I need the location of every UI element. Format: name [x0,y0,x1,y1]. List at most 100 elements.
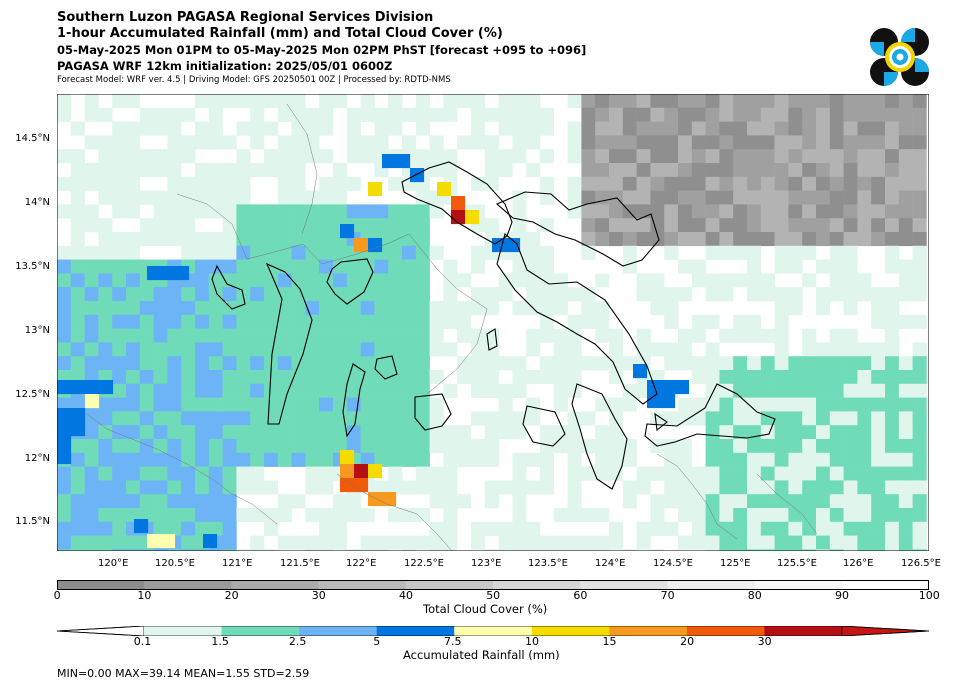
grid-cell [857,466,872,481]
grid-cell [829,328,844,343]
grid-cell [609,328,624,343]
grid-cell [678,94,693,109]
grid-cell [885,287,900,302]
grid-cell [84,480,99,495]
grid-cell [816,163,831,178]
grid-cell [70,508,85,523]
grid-cell [912,245,927,260]
grid-cell [415,218,430,233]
grid-cell [664,190,679,205]
grid-cell [636,342,651,357]
grid-cell [415,439,430,454]
grid-cell [774,411,789,426]
grid-cell [705,370,720,385]
grid-cell [222,94,237,109]
grid-cell [622,94,637,109]
grid-cell [829,480,844,495]
grid-cell [360,94,375,109]
grid-cell [98,259,113,274]
grid-cell [774,342,789,357]
grid-cell [540,176,555,191]
grid-cell [871,135,886,150]
grid-cell [333,342,348,357]
grid-cell [429,466,444,481]
grid-cell [691,190,706,205]
grid-cell [733,425,748,440]
grid-cell [871,121,886,136]
grid-cell [471,535,486,550]
grid-cell [512,383,527,398]
grid-cell [374,328,389,343]
grid-cell [222,190,237,205]
grid-cell-heavy [492,238,507,253]
grid-cell [167,232,182,247]
grid-cell [733,232,748,247]
grid-cell [650,176,665,191]
grid-cell [57,245,72,260]
grid-cell [112,356,127,371]
grid-cell [291,273,306,288]
grid-cell [291,494,306,509]
grid-cell [153,521,168,536]
grid-cell [636,466,651,481]
grid-cell [126,356,141,371]
grid-cell [250,163,265,178]
grid-cell [829,190,844,205]
grid-cell [70,232,85,247]
grid-cell [181,480,196,495]
grid-cell [705,466,720,481]
grid-cell [333,259,348,274]
lon-label-126: 126°E [843,558,874,569]
grid-cell [250,301,265,316]
grid-cell [595,452,610,467]
grid-cell [581,190,596,205]
grid-cell [236,370,251,385]
grid-cell [167,549,182,551]
grid-cell [195,121,210,136]
grid-cell [774,135,789,150]
grid-cell [636,328,651,343]
grid-cell [374,342,389,357]
grid-cell [774,190,789,205]
grid-cell [484,370,499,385]
grid-cell [747,466,762,481]
grid-cell [885,121,900,136]
grid-cell [774,425,789,440]
grid-cell [457,356,472,371]
grid-cell [415,287,430,302]
grid-cell [829,94,844,109]
grid-cell [319,425,334,440]
grid-cell [112,232,127,247]
grid-cell [98,190,113,205]
grid-cell [885,452,900,467]
grid-cell [719,190,734,205]
grid-cell [236,383,251,398]
grid-cell [319,508,334,523]
grid-cell [222,452,237,467]
grid-cell [374,425,389,440]
grid-cell [622,163,637,178]
grid-cell [167,521,182,536]
rainfall-colorbar-segment [221,626,300,636]
grid-cell [70,452,85,467]
grid-cell [181,135,196,150]
grid-cell-heavy [71,380,86,395]
grid-cell [581,94,596,109]
grid-cell [567,452,582,467]
grid-cell [360,411,375,426]
grid-cell [84,411,99,426]
grid-cell [305,549,320,551]
grid-cell [816,190,831,205]
grid-cell [733,356,748,371]
grid-cell [443,521,458,536]
grid-cell [195,521,210,536]
grid-cell [153,549,168,551]
grid-cell [609,466,624,481]
grid-cell [719,411,734,426]
grid-cell [388,314,403,329]
grid-cell [484,356,499,371]
grid-cell [774,328,789,343]
grid-cell [609,439,624,454]
cloud-tick-label: 50 [486,589,501,602]
grid-cell [581,439,596,454]
